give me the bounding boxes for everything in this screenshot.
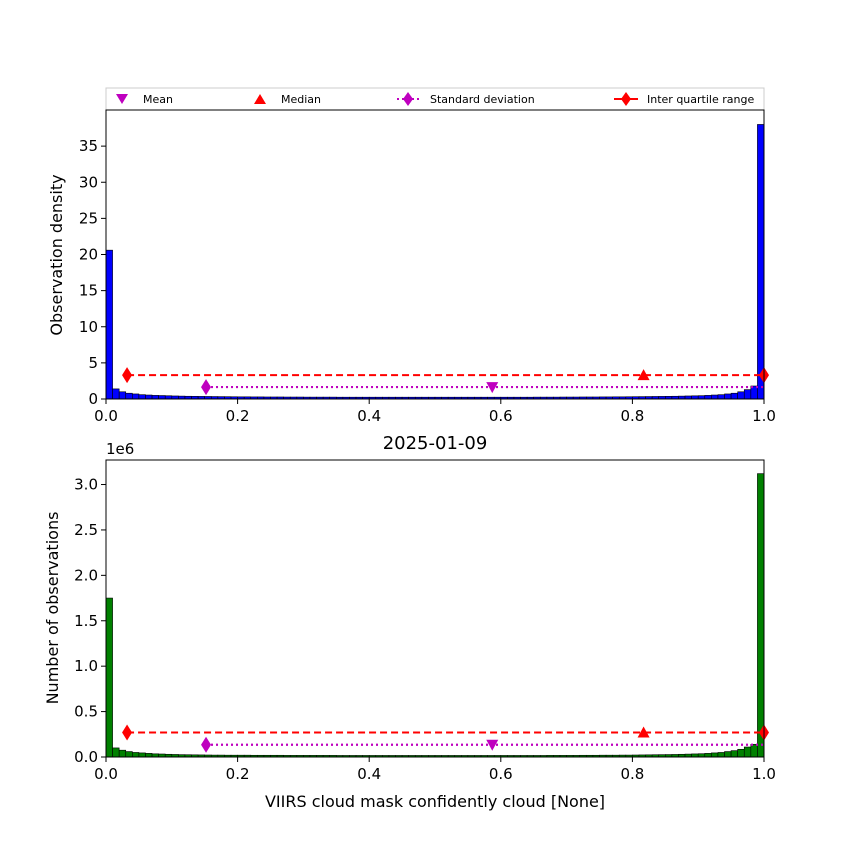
count-panel: 2025-01-09 1e6 0.0 0.2 0.4 0.6 0.8 1.0 0.0 0.5… — [43, 433, 776, 811]
density-stat-markers — [122, 367, 769, 396]
mean-marker — [486, 382, 499, 394]
y-tick-label: 3.0 — [74, 476, 98, 494]
y-tick-label: 2.5 — [74, 521, 98, 539]
count-x-axis-label: VIIRS cloud mask confidently cloud [None… — [265, 792, 605, 811]
histogram-bar — [704, 753, 712, 758]
histogram-bar — [743, 746, 752, 758]
std-start-marker — [201, 736, 212, 753]
histogram-bar — [750, 743, 758, 758]
histogram-bar — [138, 394, 146, 400]
y-tick-label: 35 — [79, 137, 98, 155]
legend: Mean Median Standard deviation Inter qua… — [105, 87, 765, 111]
legend-mean-label: Mean — [143, 93, 173, 106]
iqr-start-marker — [122, 367, 133, 384]
density-axes-frame — [105, 109, 765, 400]
histogram-bar — [730, 392, 738, 400]
x-tick-label: 0.2 — [226, 407, 250, 425]
median-marker — [637, 726, 650, 738]
median-marker — [637, 369, 650, 381]
histogram-bar — [145, 753, 153, 758]
histogram-bar — [711, 394, 719, 400]
x-tick-label: 0.6 — [489, 765, 513, 783]
histogram-bar — [730, 750, 738, 758]
histogram-bar — [132, 752, 140, 758]
histogram-bar — [105, 597, 113, 758]
histogram-bar — [743, 389, 752, 400]
histogram-bar — [118, 391, 127, 400]
histogram-bar — [757, 473, 765, 758]
iqr-start-marker — [122, 724, 133, 741]
y-tick-label: 30 — [79, 173, 98, 191]
density-y-ticks: 0 5 10 15 20 25 30 35 — [79, 137, 106, 408]
x-tick-label: 0.6 — [489, 407, 513, 425]
histogram-bar — [151, 395, 159, 400]
density-x-ticks: 0.0 0.2 0.4 0.6 0.8 1.0 — [94, 399, 776, 425]
histogram-bar — [105, 249, 113, 400]
histogram-bar — [145, 394, 153, 400]
x-tick-label: 0.0 — [94, 407, 118, 425]
histogram-bar — [112, 388, 120, 400]
count-axes-frame — [105, 459, 765, 758]
y-tick-label: 15 — [79, 282, 98, 300]
legend-median-marker — [254, 94, 266, 104]
legend-std-label: Standard deviation — [430, 93, 535, 106]
histogram-bar — [118, 749, 127, 758]
density-y-axis-label: Observation density — [47, 174, 66, 335]
legend-std-marker — [403, 92, 413, 106]
histogram-bar — [724, 393, 732, 400]
histogram-bar — [704, 395, 712, 400]
y-tick-label: 5 — [88, 354, 98, 372]
density-panel: 0.0 0.2 0.4 0.6 0.8 1.0 0 5 10 15 20 25 30 35 Observ… — [47, 109, 776, 425]
histogram-bar — [717, 752, 725, 758]
y-tick-label: 20 — [79, 246, 98, 264]
count-bars — [105, 473, 765, 758]
count-stat-markers — [122, 724, 769, 753]
x-tick-label: 1.0 — [752, 407, 776, 425]
legend-median-label: Median — [281, 93, 321, 106]
histogram-bar — [737, 391, 745, 400]
x-tick-label: 0.0 — [94, 765, 118, 783]
histogram-bar — [757, 124, 765, 400]
x-tick-label: 0.2 — [226, 765, 250, 783]
y-tick-label: 25 — [79, 209, 98, 227]
legend-iqr-label: Inter quartile range — [647, 93, 754, 106]
legend-iqr-marker — [621, 92, 631, 106]
y-tick-label: 1.0 — [74, 657, 98, 675]
x-tick-label: 1.0 — [752, 765, 776, 783]
count-x-ticks: 0.0 0.2 0.4 0.6 0.8 1.0 — [94, 757, 776, 783]
histogram-bar — [132, 393, 140, 400]
histogram-bar — [112, 747, 120, 758]
count-panel-title: 2025-01-09 — [383, 433, 488, 454]
std-start-marker — [201, 379, 212, 396]
density-bars — [105, 124, 765, 400]
count-y-axis-label: Number of observations — [43, 512, 62, 705]
x-tick-label: 0.8 — [620, 765, 644, 783]
histogram-bar — [138, 752, 146, 758]
histogram-bar — [711, 752, 719, 758]
count-y-offset-label: 1e6 — [106, 440, 134, 458]
mean-marker — [486, 739, 499, 751]
x-tick-label: 0.4 — [357, 765, 381, 783]
y-tick-label: 0.0 — [74, 748, 98, 766]
y-tick-label: 10 — [79, 318, 98, 336]
y-tick-label: 1.5 — [74, 612, 98, 630]
histogram-bar — [737, 748, 745, 758]
histogram-bar — [717, 394, 725, 400]
y-tick-label: 0.5 — [74, 703, 98, 721]
y-tick-label: 0 — [88, 390, 98, 408]
histogram-bar — [158, 395, 166, 400]
legend-mean-marker — [116, 94, 128, 104]
x-tick-label: 0.4 — [357, 407, 381, 425]
count-y-ticks: 0.0 0.5 1.0 1.5 2.0 2.5 3.0 — [74, 476, 106, 766]
histogram-bar — [125, 751, 133, 758]
x-tick-label: 0.8 — [620, 407, 644, 425]
y-tick-label: 2.0 — [74, 566, 98, 584]
histogram-bar — [724, 751, 732, 758]
histogram-bar — [125, 392, 133, 400]
